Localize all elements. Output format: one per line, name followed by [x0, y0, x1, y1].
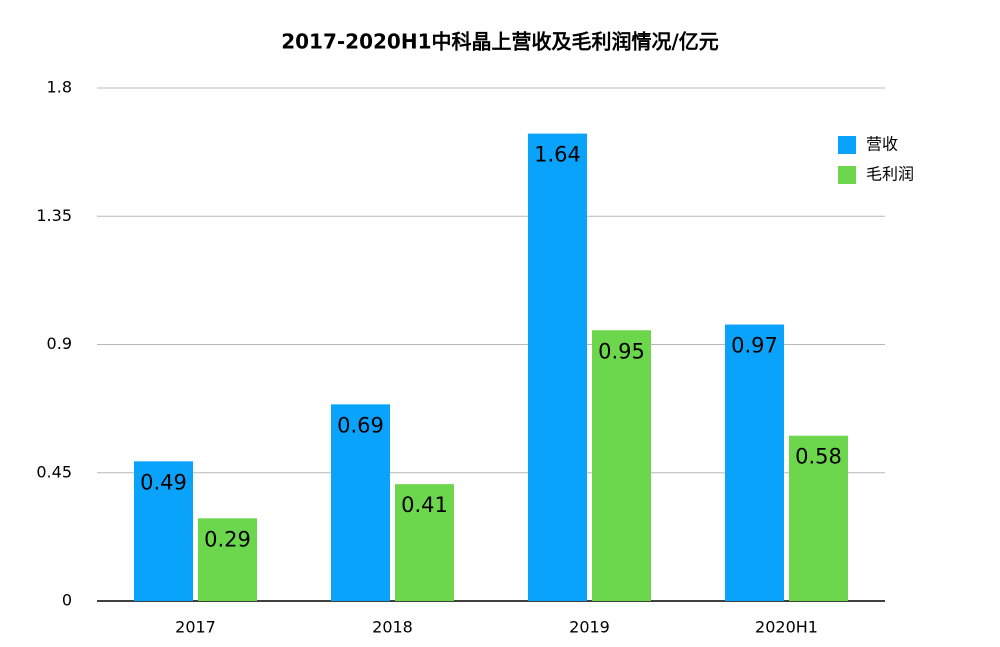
value-label: 0.29: [204, 527, 251, 551]
y-tick-label: 0.9: [47, 334, 72, 353]
x-tick-label: 2019: [569, 618, 610, 637]
x-tick-label: 2020H1: [755, 618, 818, 637]
y-tick-label: 0.45: [36, 462, 72, 481]
bar: [592, 330, 651, 601]
legend-label: 毛利润: [866, 165, 914, 184]
chart-title: 2017-2020H1中科晶上营收及毛利润情况/亿元: [281, 30, 719, 54]
y-tick-label: 1.8: [47, 78, 72, 97]
bar: [528, 133, 587, 601]
bar: [134, 461, 193, 601]
bar: [789, 435, 848, 601]
y-tick-label: 0: [62, 591, 72, 610]
legend-swatch: [838, 166, 856, 184]
bar: [198, 518, 257, 601]
bar: [725, 324, 784, 601]
y-tick-label: 1.35: [36, 206, 72, 225]
value-label: 1.64: [534, 143, 581, 167]
value-label: 0.41: [401, 493, 448, 517]
bar: [331, 404, 390, 601]
legend-label: 营收: [866, 135, 898, 154]
value-label: 0.49: [140, 470, 187, 494]
x-tick-label: 2017: [175, 618, 216, 637]
x-tick-label: 2018: [372, 618, 413, 637]
value-label: 0.69: [337, 413, 384, 437]
legend-swatch: [838, 136, 856, 154]
value-label: 0.95: [598, 339, 645, 363]
bar: [395, 484, 454, 601]
value-label: 0.97: [731, 334, 778, 358]
value-label: 0.58: [795, 445, 842, 469]
